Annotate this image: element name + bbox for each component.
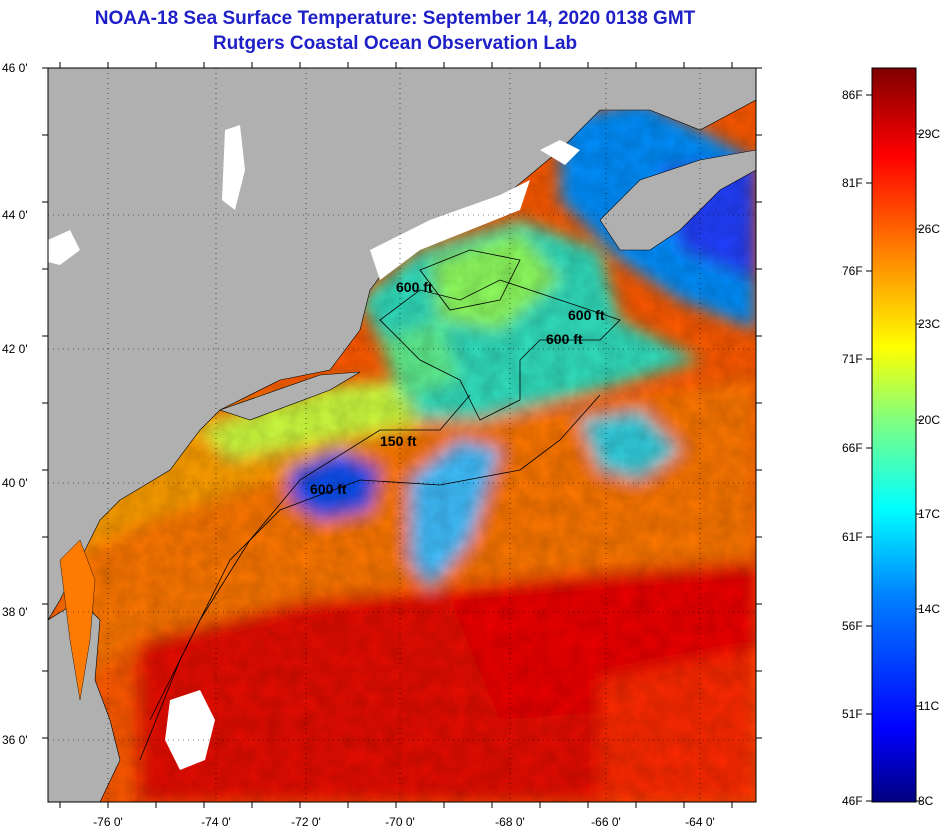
colorbar-c-label: 8C — [918, 794, 934, 808]
isobath-label: 600 ft — [546, 331, 583, 347]
sst-imagery: 600 ft 600 ft 150 ft 600 ft 600 ft — [48, 68, 756, 802]
axis-ticks — [42, 62, 762, 808]
chesapeake-bay — [59, 539, 96, 701]
colorbar-f-label: 81F — [842, 176, 863, 190]
isobath-label: 600 ft — [568, 307, 605, 323]
map-title: NOAA-18 Sea Surface Temperature: Septemb… — [94, 8, 696, 29]
colorbar-c-label: 29C — [918, 127, 940, 141]
lat-label: 46 0' — [2, 61, 28, 75]
colorbar-f-label: 46F — [842, 794, 863, 808]
latitude-labels: 46 0' 44 0' 42 0' 40 0' 38 0' 36 0' — [2, 61, 28, 747]
isobath-lines — [139, 249, 621, 761]
lat-label: 42 0' — [2, 342, 28, 356]
graticule — [48, 68, 756, 802]
lon-label: -70 0' — [385, 815, 415, 829]
colorbar-c-label: 11C — [918, 699, 939, 713]
colorbar-f-label: 66F — [842, 441, 863, 455]
lon-label: -64 0' — [685, 815, 715, 829]
colorbar-c-label: 17C — [918, 507, 940, 521]
longitude-labels: -76 0' -74 0' -72 0' -70 0' -68 0' -66 0… — [93, 815, 715, 829]
map-frame — [47, 67, 757, 803]
colorbar-f-label: 86F — [842, 88, 863, 102]
isobath-label: 600 ft — [310, 481, 347, 497]
clouds — [48, 125, 580, 770]
us-coast-land — [48, 68, 756, 621]
lon-label: -68 0' — [495, 815, 525, 829]
colorbar-f-label: 76F — [842, 264, 863, 278]
lon-label: -72 0' — [291, 815, 321, 829]
colorbar-fahrenheit-labels: 86F 81F 76F 71F 66F 61F 56F 51F 46F — [842, 88, 872, 808]
colorbar-f-label: 56F — [842, 619, 863, 633]
lon-label: -76 0' — [93, 815, 123, 829]
colorbar-f-label: 71F — [842, 352, 863, 366]
map-subtitle: Rutgers Coastal Ocean Observation Lab — [212, 33, 578, 54]
lat-label: 38 0' — [2, 605, 28, 619]
isobath-label: 150 ft — [380, 433, 417, 449]
long-island-land — [219, 371, 361, 421]
lat-label: 40 0' — [2, 476, 28, 490]
lat-label: 44 0' — [2, 208, 28, 222]
isobath-label: 600 ft — [396, 279, 433, 295]
colorbar-celsius-labels: 29C 26C 23C 20C 17C 14C 11C 8C — [916, 127, 940, 808]
colorbar-f-label: 51F — [842, 707, 863, 721]
colorbar-f-label: 61F — [842, 530, 863, 544]
colorbar-c-label: 26C — [918, 222, 940, 236]
colorbar-c-label: 14C — [918, 602, 940, 616]
lon-label: -66 0' — [591, 815, 621, 829]
land-masses — [48, 68, 756, 802]
colorbar-c-label: 23C — [918, 317, 940, 331]
lat-label: 36 0' — [2, 733, 28, 747]
colorbar-c-label: 20C — [918, 413, 940, 427]
colorbar-gradient — [871, 67, 917, 803]
nova-scotia-land — [599, 149, 756, 251]
lon-label: -74 0' — [201, 815, 231, 829]
